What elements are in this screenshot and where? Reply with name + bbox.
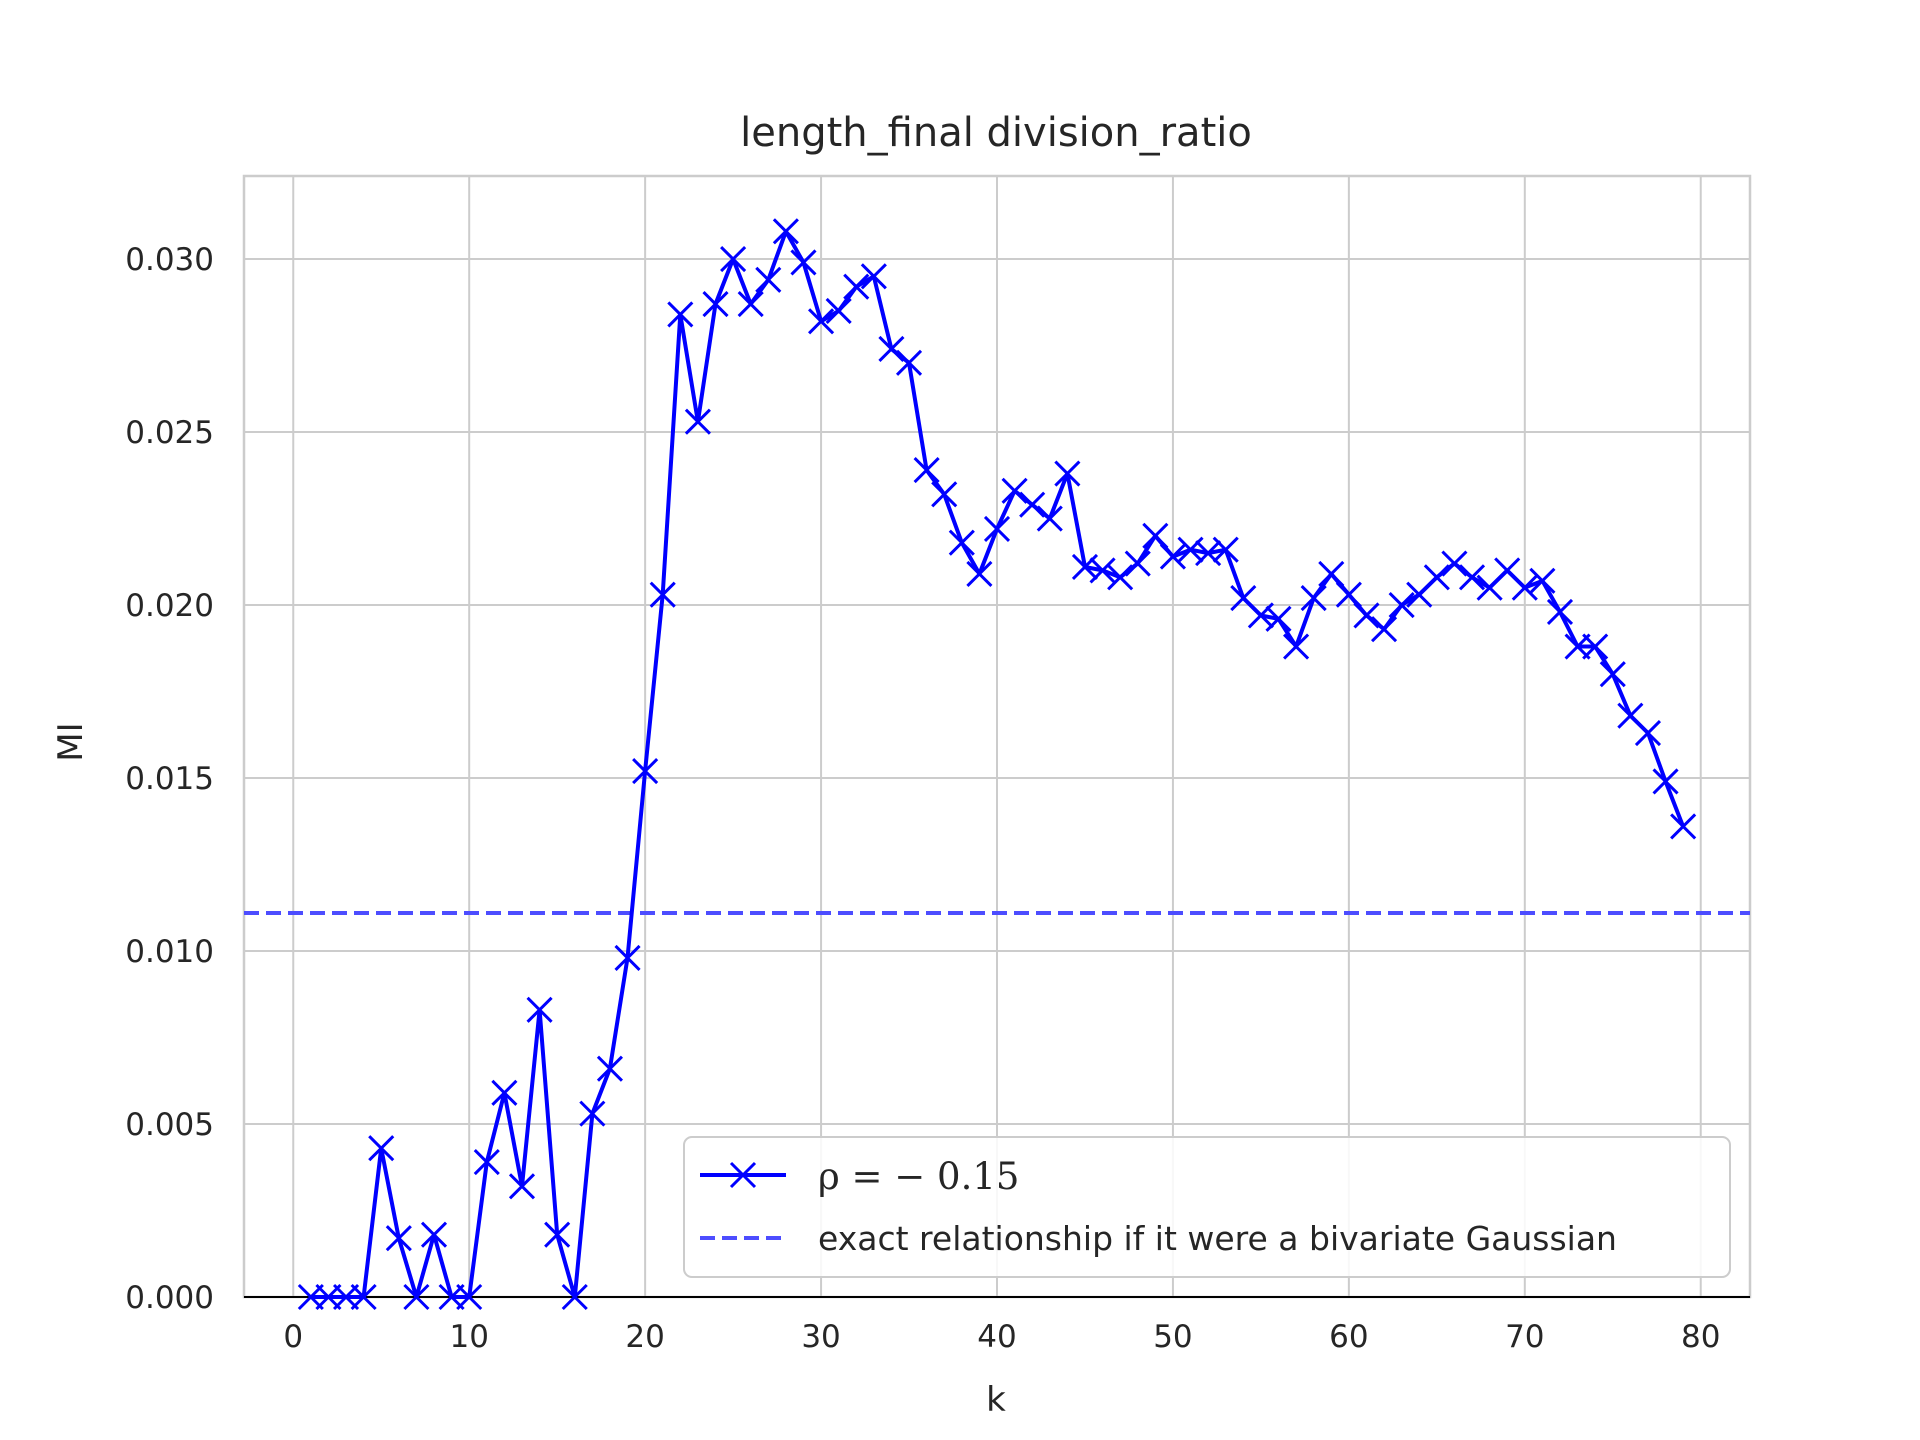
x-tick-label: 70: [1505, 1319, 1544, 1355]
data-point: [1634, 719, 1662, 747]
data-point: [843, 273, 870, 300]
data-point: [1001, 477, 1028, 504]
legend-label-series: ρ = − 0.15: [818, 1155, 1019, 1198]
data-point: [1423, 564, 1450, 591]
data-point: [931, 481, 958, 508]
y-axis-label: MI: [51, 722, 91, 761]
legend-box: [683, 1136, 1731, 1278]
x-grid: [292, 176, 1702, 1297]
series-layer: [297, 218, 1697, 1311]
data-point: [684, 408, 711, 435]
data-point: [1089, 557, 1116, 584]
data-point: [1107, 564, 1134, 591]
data-point: [350, 1283, 377, 1311]
data-point: [420, 1221, 448, 1248]
data-point: [895, 349, 923, 376]
data-point: [1370, 616, 1398, 643]
data-point: [913, 457, 940, 484]
data-point: [983, 515, 1011, 542]
data-point: [1142, 522, 1169, 549]
data-point: [596, 1055, 624, 1082]
legend-label-reference: exact relationship if it were a bivariat…: [818, 1219, 1617, 1258]
y-tick-label: 0.005: [125, 1107, 214, 1143]
y-tick-label: 0.015: [125, 761, 214, 797]
x-tick-labels: 0 10 20 30 40 50 60 70 80: [283, 1319, 1720, 1355]
data-point: [1529, 567, 1556, 594]
data-point: [737, 290, 764, 318]
data-point: [667, 301, 694, 328]
data-point: [790, 249, 817, 276]
data-point: [1212, 536, 1239, 563]
x-tick-label: 30: [801, 1319, 840, 1355]
y-tick-labels: 0.000 0.005 0.010 0.015 0.020 0.025 0.030: [125, 242, 214, 1316]
data-point: [491, 1079, 518, 1106]
y-tick-label: 0.010: [125, 934, 214, 970]
x-tick-label: 40: [977, 1319, 1016, 1355]
data-point: [1159, 543, 1186, 570]
data-point: [579, 1100, 606, 1127]
x-tick-label: 10: [449, 1319, 488, 1355]
data-point: [1318, 560, 1345, 587]
data-point: [1546, 598, 1574, 626]
data-point: [1283, 633, 1310, 660]
data-point: [860, 263, 887, 290]
x-tick-label: 60: [1329, 1319, 1368, 1355]
data-point: [755, 266, 782, 293]
data-point: [561, 1283, 588, 1311]
data-point: [1388, 591, 1415, 619]
data-point: [1054, 460, 1081, 487]
data-point: [1458, 564, 1486, 591]
legend-item-reference: exact relationship if it were a bivariat…: [700, 1219, 1617, 1258]
y-tick-label: 0.030: [125, 242, 214, 278]
data-point: [544, 1221, 571, 1248]
x-axis-label: k: [986, 1380, 1006, 1420]
data-point: [456, 1283, 483, 1311]
data-point: [1019, 491, 1046, 518]
x-tick-label: 50: [1153, 1319, 1192, 1355]
data-point: [1599, 661, 1626, 688]
data-point: [649, 581, 676, 608]
data-point: [808, 308, 835, 335]
y-tick-label: 0.020: [125, 588, 214, 624]
data-point: [702, 290, 729, 318]
data-point: [1353, 602, 1380, 629]
legend-item-series: ρ = − 0.15: [700, 1155, 1019, 1198]
legend-swatch-x-marker: [729, 1161, 757, 1189]
data-point: [473, 1148, 500, 1176]
data-point: [1670, 813, 1697, 840]
data-point: [772, 218, 799, 245]
data-point: [614, 944, 641, 971]
data-point: [1124, 550, 1151, 577]
x-tick-label: 80: [1681, 1319, 1720, 1355]
data-point: [948, 529, 975, 556]
data-point: [1300, 585, 1327, 612]
x-tick-label: 0: [283, 1319, 303, 1355]
data-point: [385, 1225, 412, 1252]
data-point: [526, 996, 553, 1023]
y-tick-label: 0.025: [125, 415, 214, 451]
data-point: [403, 1283, 430, 1311]
y-tick-label: 0.000: [125, 1280, 214, 1316]
data-point: [1652, 768, 1679, 795]
data-point: [825, 297, 852, 324]
data-point: [720, 245, 747, 273]
data-point: [1036, 505, 1063, 532]
legend: ρ = − 0.15 exact relationship if it were…: [683, 1136, 1731, 1278]
data-point: [878, 335, 905, 363]
data-point: [632, 758, 659, 785]
data-point: [1265, 605, 1292, 632]
data-point: [368, 1135, 395, 1162]
chart-title: length_final division_ratio: [740, 110, 1252, 156]
data-point: [1582, 633, 1609, 660]
data-point: [1441, 550, 1468, 577]
data-point: [966, 560, 993, 587]
data-point: [508, 1173, 536, 1200]
plot-area: [242, 174, 1752, 1311]
data-point: [1335, 581, 1362, 608]
x-tick-label: 20: [625, 1319, 664, 1355]
data-point: [1511, 574, 1538, 601]
